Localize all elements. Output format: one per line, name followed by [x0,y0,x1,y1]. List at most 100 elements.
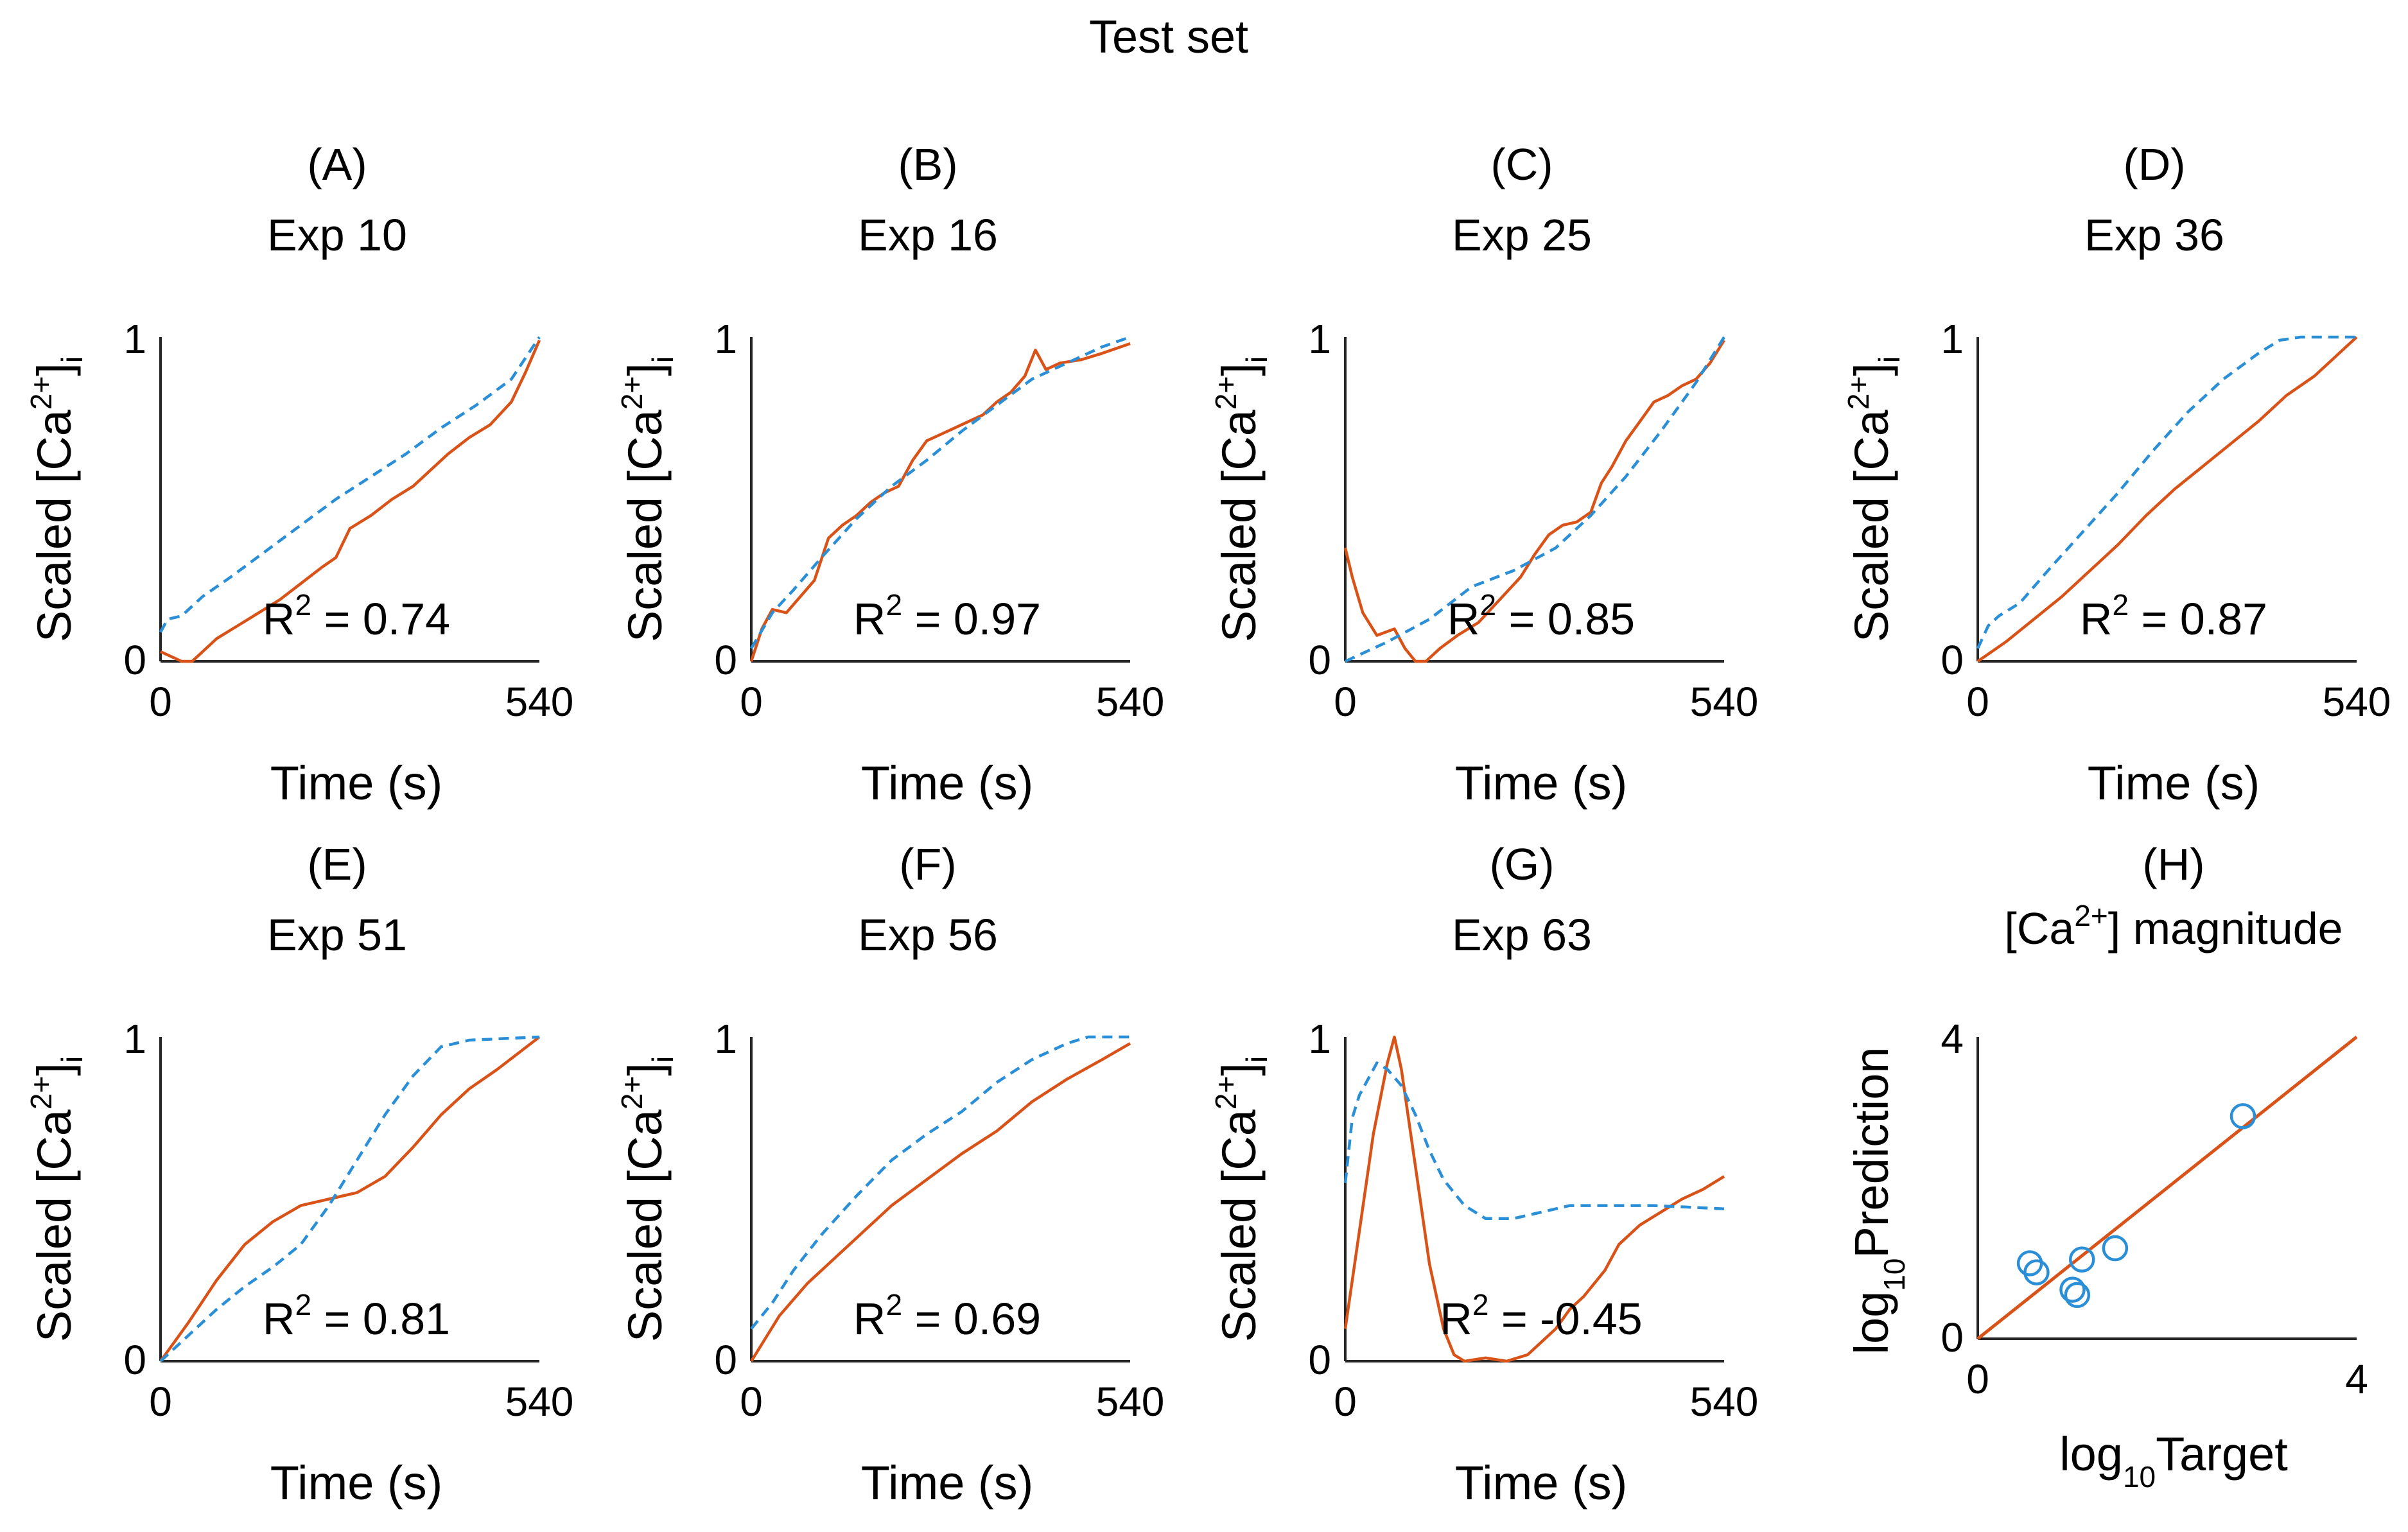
panel-b: (B) Exp 16 0 540 0 1 Time (s) Scaled [Ca2+]i R2 … [615,139,1164,810]
y-tick-label: 1 [714,316,737,362]
panel-letter: (D) [2123,139,2185,189]
r2-value: = 0.85 [1496,594,1635,644]
scatter-point [2069,1246,2095,1273]
x-tick-label: 4 [2345,1356,2368,1402]
r2-annotation: R2 = 0.85 [1447,588,1635,644]
panel-letter: (F) [899,839,956,889]
y-tick-label: 1 [123,1016,146,1062]
x-axis-label: Time (s) [1455,1456,1628,1510]
y-tick-label: 0 [1941,1314,1964,1361]
panel-title: Exp 36 [2084,210,2224,260]
x-tick-label: 540 [1690,1379,1759,1425]
scatter-point [2064,1282,2091,1309]
panel-title: Exp 10 [267,210,407,260]
panel-title: Exp 16 [858,210,998,260]
r2-annotation: R2 = 0.97 [853,588,1041,644]
r2-label: R [853,594,886,644]
y-tick-label: 0 [714,637,737,683]
target-line [750,1042,1131,1362]
target-line [1976,336,2358,663]
panel-title: Exp 25 [1452,210,1592,260]
panel-title: [Ca2+] magnitude [2004,899,2343,953]
r2-value: = 0.74 [311,594,450,644]
panel-letter: (E) [307,839,367,889]
scatter-point [2229,1103,2256,1129]
x-axis-label: Time (s) [861,1456,1034,1510]
y-tick-label: 1 [123,316,146,362]
r2-label: R [2080,594,2113,644]
r2-superscript: 2 [886,588,902,622]
label-subscript: i [55,1056,89,1063]
panel-d: (D) Exp 36 0 540 0 1 Time (s) Scaled [Ca2+]i R2 … [1842,139,2391,810]
r2-superscript: 2 [2112,588,2129,622]
y-axis-label: log10Prediction [1845,1047,1911,1355]
label-part: ] [1212,363,1266,376]
y-tick-label: 0 [123,1337,146,1383]
label-superscript: 2+ [24,376,58,410]
x-tick-label: 540 [505,679,574,725]
panel-letter: (H) [2142,839,2204,889]
label-superscript: 2+ [1842,376,1875,410]
r2-value: = 0.87 [2129,594,2267,644]
prediction-line [750,335,1131,649]
prediction-line [1343,1061,1725,1221]
x-axis-label: Time (s) [2088,756,2260,810]
x-tick-label: 540 [505,1379,574,1425]
r2-annotation: R2 = -0.45 [1440,1288,1642,1344]
panel-letter: (A) [307,139,367,189]
x-tick-label: 540 [1096,1379,1165,1425]
y-tick-label: 0 [1308,1337,1331,1383]
label-part: ] [1212,1063,1266,1076]
x-tick-label: 0 [149,1379,172,1425]
x-tick-label: 0 [1966,1356,1989,1402]
target-line [749,342,1131,662]
panel-e: (E) Exp 51 0 540 0 1 Time (s) Scaled [Ca2+]i R2 … [24,839,573,1510]
y-tick-label: 0 [1308,637,1331,683]
panel-title: Exp 51 [267,910,407,960]
y-axis-label: Scaled [Ca2+]i [24,356,89,642]
r2-value: = -0.45 [1488,1294,1642,1344]
x-axis-label: Time (s) [1455,756,1628,810]
y-axis-label: Scaled [Ca2+]i [615,1056,679,1342]
label-part: Scaled [Ca [618,409,672,642]
label-subscript: i [646,1056,679,1063]
r2-value: = 0.81 [311,1294,450,1344]
target-line [160,340,541,663]
label-part: Scaled [Ca [1845,409,1898,642]
prediction-line [1345,336,1725,663]
y-tick-label: 0 [714,1337,737,1383]
label-subscript: i [1240,1056,1273,1063]
label-superscript: 2+ [1209,1076,1243,1110]
scatter-point [2023,1259,2050,1285]
r2-annotation: R2 = 0.69 [853,1288,1041,1344]
x-axis-label: Time (s) [270,756,443,810]
r2-annotation: R2 = 0.74 [263,588,450,644]
figure-title: Test set [1089,12,1248,63]
label-superscript: 2+ [1209,376,1243,410]
panel-title: Exp 63 [1452,910,1592,960]
title-superscript: 2+ [2074,899,2107,932]
panel-letter: (C) [1490,139,1553,189]
x-axis-label: Time (s) [270,1456,443,1510]
x-axis-label: Time (s) [861,756,1034,810]
r2-superscript: 2 [1479,588,1496,622]
label-part: Scaled [Ca [1212,409,1266,642]
r2-superscript: 2 [886,1288,902,1321]
target-line [159,1036,541,1362]
y-axis-label: Scaled [Ca2+]i [1209,1056,1273,1342]
label-subscript: i [1872,356,1906,363]
panel-letter: (B) [898,139,957,189]
label-part: Scaled [Ca [1212,1109,1266,1342]
r2-label: R [263,594,295,644]
label-part: Target [2156,1427,2288,1481]
r2-superscript: 2 [295,1288,311,1321]
prediction-line [1976,335,2357,649]
r2-value: = 0.69 [902,1294,1041,1344]
label-part: Prediction [1845,1047,1898,1258]
label-subscript: i [1240,356,1273,363]
label-part: ] [618,1063,672,1076]
target-line [1343,339,1725,663]
x-tick-label: 0 [740,679,763,725]
y-tick-label: 1 [1941,316,1964,362]
